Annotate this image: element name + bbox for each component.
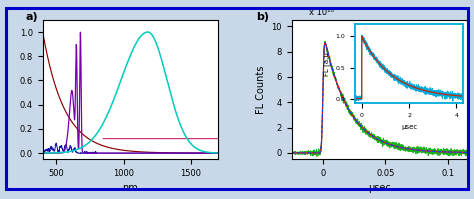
X-axis label: nm: nm [122,183,138,193]
Y-axis label: FL Counts: FL Counts [256,65,266,114]
Text: a): a) [25,12,38,21]
Text: x 10¹⁰: x 10¹⁰ [309,8,334,17]
Text: b): b) [256,12,270,21]
X-axis label: μsec: μsec [368,183,391,193]
